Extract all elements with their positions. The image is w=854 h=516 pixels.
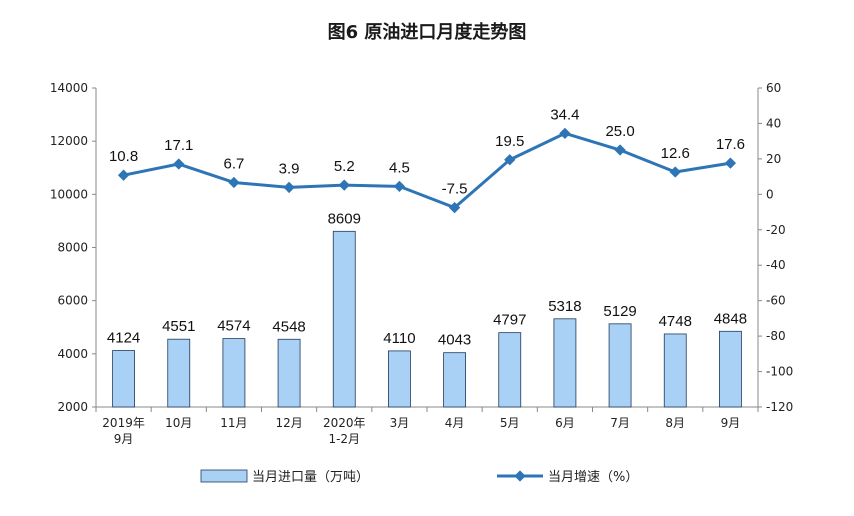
bar-value-label: 4551: [162, 318, 195, 335]
x-category-label: 2020年: [323, 416, 366, 430]
left-tick-label: 10000: [50, 187, 88, 201]
x-category-label: 11月: [220, 416, 247, 430]
left-tick-label: 2000: [57, 400, 88, 414]
bar-value-label: 4548: [272, 318, 305, 335]
legend-line-label: 当月增速（%）: [548, 470, 638, 485]
left-tick-label: 14000: [50, 81, 88, 95]
bar: [222, 338, 246, 408]
x-category-label: 8月: [665, 416, 685, 430]
right-tick-label: 20: [766, 152, 781, 166]
x-category-label: 9月: [721, 416, 741, 430]
bar: [388, 350, 411, 408]
growth-line: [123, 131, 731, 210]
growth-value-label: 4.5: [389, 159, 410, 176]
right-tick-label: -80: [766, 329, 786, 343]
growth-value-label: 5.2: [334, 158, 355, 175]
legend-bar-label: 当月进口量（万吨）: [252, 470, 369, 485]
right-tick-label: -20: [766, 223, 786, 237]
bar-value-label: 8609: [328, 210, 361, 227]
bar-value-label: 4110: [383, 330, 415, 347]
bar: [553, 318, 577, 408]
growth-point: [504, 154, 516, 166]
x-category-label: 7月: [610, 416, 630, 430]
bar: [498, 332, 522, 408]
growth-value-label: 17.6: [716, 136, 745, 153]
left-tick-label: 8000: [57, 241, 88, 255]
chart-title: 图6 原油进口月度走势图: [327, 22, 527, 43]
left-tick-label: 12000: [50, 134, 88, 148]
x-category-label: 9月: [114, 432, 134, 446]
growth-value-label: -7.5: [442, 181, 468, 198]
bar-value-label: 4574: [217, 318, 250, 335]
right-tick-label: -100: [766, 365, 793, 379]
left-tick-label: 6000: [57, 294, 88, 308]
x-category-label: 3月: [390, 416, 410, 430]
bar: [608, 323, 632, 408]
growth-value-label: 17.1: [164, 137, 193, 154]
growth-value-label: 34.4: [550, 106, 579, 123]
left-tick-label: 4000: [57, 347, 88, 361]
growth-value-label: 25.0: [605, 123, 634, 140]
right-tick-label: 0: [766, 187, 774, 201]
bar-value-label: 4043: [438, 332, 471, 349]
growth-point: [614, 144, 626, 156]
growth-point: [283, 181, 295, 194]
x-category-label: 5月: [500, 416, 520, 430]
right-tick-label: 40: [766, 116, 781, 130]
growth-point: [559, 127, 571, 140]
x-category-label: 10月: [165, 416, 192, 430]
growth-value-label: 10.8: [109, 148, 138, 165]
bar: [443, 352, 466, 408]
growth-value-label: 12.6: [661, 145, 690, 162]
bar-value-label: 4124: [107, 330, 140, 347]
x-category-label: 2019年: [102, 416, 145, 430]
x-category-label: 1-2月: [328, 432, 360, 446]
growth-value-label: 19.5: [495, 133, 524, 150]
x-category-label: 4月: [445, 416, 465, 430]
growth-point: [228, 176, 240, 189]
right-tick-label: -120: [766, 400, 793, 414]
legend-bar-swatch: [200, 469, 248, 483]
x-category-label: 12月: [275, 416, 302, 430]
growth-point: [338, 179, 350, 191]
growth-point: [669, 166, 681, 178]
growth-point: [448, 201, 461, 214]
growth-point: [724, 157, 737, 169]
bar: [277, 338, 301, 408]
growth-value-label: 6.7: [223, 155, 244, 172]
bar-value-label: 5318: [548, 298, 581, 315]
right-tick-label: 60: [766, 81, 781, 95]
growth-point: [117, 169, 130, 181]
bar: [719, 330, 742, 408]
growth-value-label: 3.9: [279, 160, 300, 177]
bar: [663, 333, 687, 408]
growth-point: [173, 158, 185, 170]
bar: [167, 338, 191, 408]
bar: [112, 350, 135, 408]
growth-point: [393, 180, 406, 193]
bar: [332, 230, 356, 408]
right-tick-label: -60: [766, 294, 786, 308]
bar-value-label: 4848: [714, 310, 747, 327]
x-category-label: 6月: [555, 416, 575, 430]
legend-line-marker: [514, 470, 526, 482]
bar-value-label: 4748: [659, 313, 692, 330]
bar-value-label: 4797: [493, 312, 526, 329]
bar-value-label: 5129: [603, 303, 636, 320]
right-tick-label: -40: [766, 258, 786, 272]
